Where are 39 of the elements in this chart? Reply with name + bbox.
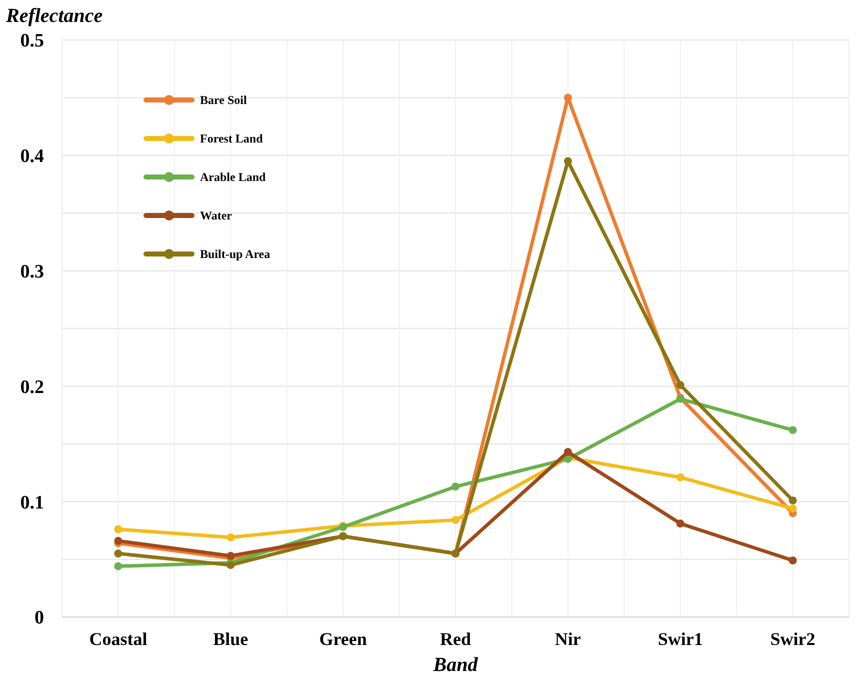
point <box>226 552 235 560</box>
point <box>114 562 122 570</box>
y-tick-label: 0.3 <box>20 261 44 282</box>
point <box>788 496 797 504</box>
point <box>452 516 460 524</box>
y-tick-label: 0.1 <box>20 492 44 514</box>
x-axis-title: Band <box>432 654 479 676</box>
point <box>114 550 122 558</box>
legend-label: Forest Land <box>200 132 264 146</box>
x-tick-label: Swir1 <box>658 629 703 649</box>
point <box>788 426 797 434</box>
point <box>788 556 797 564</box>
y-tick-label: 0.5 <box>20 30 44 52</box>
x-tick-label: Red <box>440 629 471 649</box>
x-tick-label: Green <box>319 629 367 649</box>
legend-label: Built-up Area <box>200 247 270 262</box>
y-tick-label: 0.4 <box>20 146 44 168</box>
x-tick-label: Coastal <box>89 629 148 649</box>
point <box>676 381 684 390</box>
x-tick-label: Swir2 <box>770 629 816 649</box>
point <box>452 482 460 491</box>
point <box>226 533 235 542</box>
point <box>788 504 797 513</box>
point <box>114 525 122 534</box>
point <box>564 157 572 166</box>
point <box>564 94 572 102</box>
y-axis-title: Reflectance <box>5 5 103 27</box>
point <box>676 520 684 528</box>
legend-label: Bare Soil <box>200 93 248 108</box>
x-tick-label: Nir <box>554 629 581 649</box>
point <box>114 536 122 545</box>
y-tick-label: 0.2 <box>20 376 44 398</box>
legend-label: Water <box>200 208 233 223</box>
y-tick-label: 0 <box>34 608 44 629</box>
point <box>226 561 235 570</box>
point <box>676 473 684 482</box>
legend-label: Arable Land <box>200 170 266 184</box>
x-tick-label: Blue <box>213 629 248 649</box>
point <box>564 448 572 456</box>
